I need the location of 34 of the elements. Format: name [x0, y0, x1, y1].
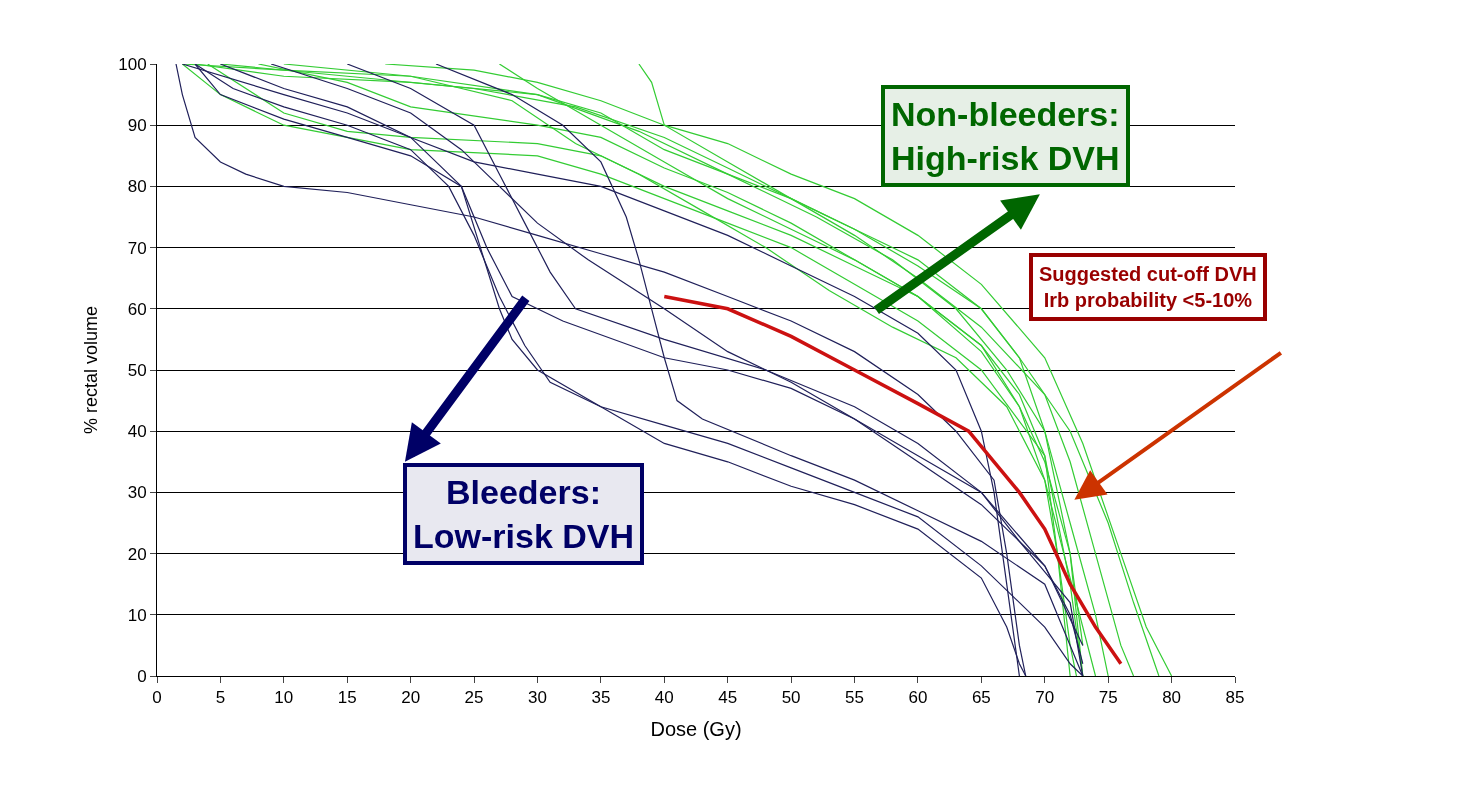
y-tick-label: 80	[127, 177, 147, 197]
x-axis-title: Dose (Gy)	[650, 717, 742, 740]
y-tick-label: 40	[127, 422, 147, 442]
x-tick-label: 0	[152, 688, 162, 708]
x-tick-label: 30	[528, 688, 547, 708]
y-tick-label: 0	[137, 666, 147, 686]
y-tick-label: 30	[127, 483, 147, 503]
x-tick-label: 15	[337, 688, 357, 708]
x-tick-label: 70	[1035, 688, 1055, 708]
x-tick-label: 20	[401, 688, 421, 708]
annotation: Bleeders: Low-risk DVH	[413, 473, 635, 556]
y-tick-label: 20	[127, 544, 147, 564]
x-tick-label: 65	[971, 688, 991, 708]
y-tick-label: 90	[127, 116, 147, 136]
x-tick-label: 60	[908, 688, 928, 708]
y-tick-label: 100	[118, 54, 147, 74]
x-tick-label: 10	[274, 688, 294, 708]
x-tick-label: 40	[654, 688, 674, 708]
annotation: Non-bleeders: High-risk DVH	[891, 95, 1120, 178]
x-tick-label: 5	[215, 688, 226, 708]
y-tick-label: 50	[127, 360, 147, 380]
x-tick-label: 45	[718, 688, 738, 708]
y-tick-label: 60	[127, 299, 147, 319]
x-tick-label: 85	[1225, 688, 1245, 708]
x-tick-label: 25	[464, 688, 484, 708]
x-tick-label: 75	[1098, 688, 1118, 708]
x-tick-label: 50	[781, 688, 801, 708]
y-tick-label: 10	[127, 605, 147, 625]
x-tick-label: 80	[1162, 688, 1182, 708]
annotation: Suggested cut-off DVH Irb probability <5-10%	[1039, 263, 1257, 311]
x-tick-label: 55	[845, 688, 864, 708]
x-tick-label: 35	[591, 688, 611, 708]
y-tick-label: 70	[127, 238, 147, 258]
y-axis-title: % rectal volume	[81, 305, 102, 435]
